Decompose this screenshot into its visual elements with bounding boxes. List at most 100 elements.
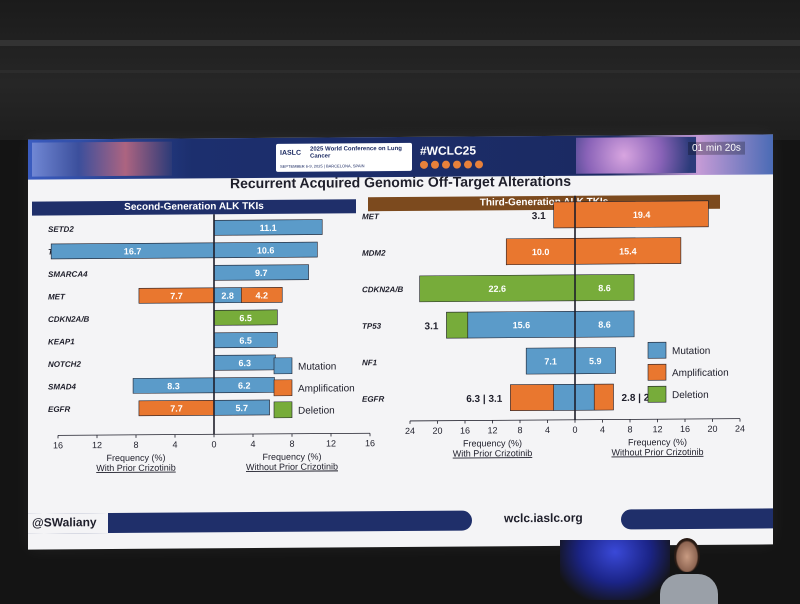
chart1-bar-egfr-right-mutation	[574, 383, 595, 411]
chart1-category-label-tp53: TP53	[362, 322, 382, 331]
chart1-x-tick-label-0: 24	[405, 426, 415, 436]
chart0-legend-swatch-deletion	[273, 401, 293, 419]
chart0-bar-label-notch2-right-mutation: 6.3	[238, 358, 251, 368]
chart0-bar-label-egfr-right-mutation: 5.7	[236, 403, 249, 413]
chart0-bar-label-egfr-left-amplification: 7.7	[170, 404, 183, 414]
chart0-x-axis-label-right-1: Without Prior Crizotinib	[246, 461, 338, 472]
chart0-x-axis-label-left-1: With Prior Crizotinib	[96, 463, 176, 474]
chart0-bar-label-met-left-amplification: 7.7	[170, 291, 183, 301]
chart0-legend-swatch-mutation	[273, 357, 293, 375]
chart0-x-tick-label-4: 0	[211, 439, 216, 449]
conference-url: wclc.iaslc.org	[504, 510, 583, 526]
stage-lighting	[560, 540, 670, 600]
chart0-bar-label-met-right-amplification: 4.2	[256, 290, 269, 300]
chart0-x-axis-label-right-0: Frequency (%)	[262, 452, 321, 462]
chart1-bar-egfr-right-amplification	[593, 383, 614, 411]
chart0-bar-label-met-right-mutation: 2.8	[221, 291, 234, 301]
chart0-bar-label-smad4-left-mutation: 8.3	[167, 381, 180, 391]
chart0-x-tick-label-3: 4	[172, 440, 177, 450]
chart0-category-label-smarca4: SMARCA4	[48, 270, 88, 279]
chart0-category-label-keap1: KEAP1	[48, 337, 75, 346]
twitter-handle: @SWaliany	[32, 515, 97, 530]
chart0-x-axis-label-left-0: Frequency (%)	[106, 453, 165, 463]
chart1-x-tick-label-10: 16	[680, 424, 690, 434]
chart0-x-tick-label-0: 16	[53, 440, 63, 450]
chart1-x-axis-label-left-1: With Prior Crizotinib	[453, 448, 533, 459]
chart1-legend-label-deletion: Deletion	[672, 390, 709, 401]
chart1-bar-label-mdm2-left-amplification: 10.0	[532, 247, 550, 257]
presenter-head	[674, 538, 700, 572]
chart1-x-tick-label-12: 24	[735, 424, 745, 434]
chart1-legend-swatch-deletion	[647, 385, 667, 403]
lighting-truss	[0, 40, 800, 46]
chart0-bar-label-setd2-right-mutation: 11.1	[260, 223, 277, 233]
charts-canvas: SETD2 TP53 SMARCA4 MET CDKN2A/B KEAP1 NOTCH2 SM…	[48, 195, 745, 474]
chart0-bar-label-keap1-right-mutation: 6.5	[239, 336, 252, 346]
chart1-bar-label-nf1-left-mutation: 7.1	[544, 356, 557, 366]
chart0-category-label-notch2: NOTCH2	[48, 360, 81, 369]
chart1-x-tick-label-11: 20	[707, 424, 717, 434]
chart1-bar-egfr-left-mutation	[553, 383, 576, 411]
chart1-bar-egfr-left-amplification	[510, 384, 554, 412]
chart1-bar-label-cdkn2a-b-right-deletion: 8.6	[598, 283, 611, 293]
chart0-category-label-egfr: EGFR	[48, 405, 70, 414]
lighting-truss-secondary	[0, 70, 800, 73]
chart1-x-tick-label-6: 0	[572, 425, 577, 435]
chart1-x-tick-label-8: 8	[627, 424, 632, 434]
chart1-x-tick-label-3: 12	[487, 425, 497, 435]
chart1-legend-swatch-amplification	[647, 363, 667, 381]
chart1-x-axis-label-left-0: Frequency (%)	[463, 438, 522, 448]
chart0-category-label-smad4: SMAD4	[48, 382, 77, 391]
chart0-x-tick-label-6: 8	[289, 439, 294, 449]
chart0-x-tick-label-1: 12	[92, 440, 102, 450]
chart1-x-tick-label-4: 8	[517, 425, 522, 435]
presenter	[660, 538, 720, 604]
chart1-x-axis-label-right-0: Frequency (%)	[628, 437, 687, 447]
chart1-side-annotation-met-left: 3.1	[532, 211, 546, 222]
chart0-legend-label-mutation: Mutation	[298, 361, 336, 372]
chart0-category-label-cdkn2a-b: CDKN2A/B	[48, 315, 90, 324]
chart0-bar-label-smarca4-right-mutation: 9.7	[255, 268, 268, 278]
footer-bar-right	[621, 508, 773, 530]
chart1-bar-met-left-amplification	[553, 201, 576, 229]
chart1-x-tick-label-9: 12	[652, 424, 662, 434]
chart1-legend-label-amplification: Amplification	[672, 368, 729, 379]
chart0-x-tick-label-2: 8	[133, 440, 138, 450]
chart1-category-label-met: MET	[362, 212, 380, 221]
chart1-x-tick-label-1: 20	[432, 426, 442, 436]
chart0-x-tick-label-7: 12	[326, 438, 336, 448]
room-ceiling	[0, 0, 800, 140]
presenter-body	[660, 574, 718, 604]
chart1-category-label-cdkn2a-b: CDKN2A/B	[362, 285, 404, 294]
chart0-category-label-setd2: SETD2	[48, 225, 74, 234]
chart1-x-axis-label-right-1: Without Prior Crizotinib	[611, 447, 703, 458]
chart1-category-label-nf1: NF1	[362, 358, 378, 367]
chart1-side-annotation-egfr-right: 2.8 | 2.8	[622, 393, 659, 404]
chart1-legend-swatch-mutation	[647, 341, 667, 359]
chart1-side-annotation-tp53-left: 3.1	[425, 321, 439, 332]
chart0-category-label-met: MET	[48, 292, 66, 301]
chart0-x-tick-label-5: 4	[250, 439, 255, 449]
chart1-x-tick-label-5: 4	[545, 425, 550, 435]
chart1-side-annotation-egfr-left: 6.3 | 3.1	[466, 394, 503, 405]
chart0-bar-label-tp53-left-mutation: 16.7	[124, 246, 142, 256]
chart0-bar-label-cdkn2a-b-right-deletion: 6.5	[239, 313, 252, 323]
chart1-x-tick-label-7: 4	[600, 425, 605, 435]
chart1-bar-label-nf1-right-mutation: 5.9	[589, 356, 602, 366]
chart1-category-label-mdm2: MDM2	[362, 249, 386, 258]
chart1-x-tick-label-2: 16	[460, 426, 470, 436]
chart0-bar-met-right-amplification	[241, 287, 283, 303]
chart1-bar-tp53-left-deletion	[446, 311, 469, 339]
chart1-category-label-egfr: EGFR	[362, 395, 384, 404]
chart0-legend-label-amplification: Amplification	[298, 383, 355, 394]
chart1-bar-label-cdkn2a-b-left-deletion: 22.6	[489, 284, 507, 294]
chart0-bar-label-tp53-right-mutation: 10.6	[257, 245, 275, 255]
chart1-bar-label-tp53-left-mutation: 15.6	[513, 320, 531, 330]
projection-screen: IASLC 2025 World Conference on Lung Canc…	[28, 134, 773, 550]
chart0-legend-label-deletion: Deletion	[298, 405, 335, 416]
chart1-bar-label-tp53-right-mutation: 8.6	[598, 320, 611, 330]
chart0-legend-swatch-amplification	[273, 379, 293, 397]
chart1-legend-label-mutation: Mutation	[672, 346, 710, 357]
chart0-x-tick-label-8: 16	[365, 438, 375, 448]
chart1-bar-label-met-right-amplification: 19.4	[633, 210, 651, 220]
